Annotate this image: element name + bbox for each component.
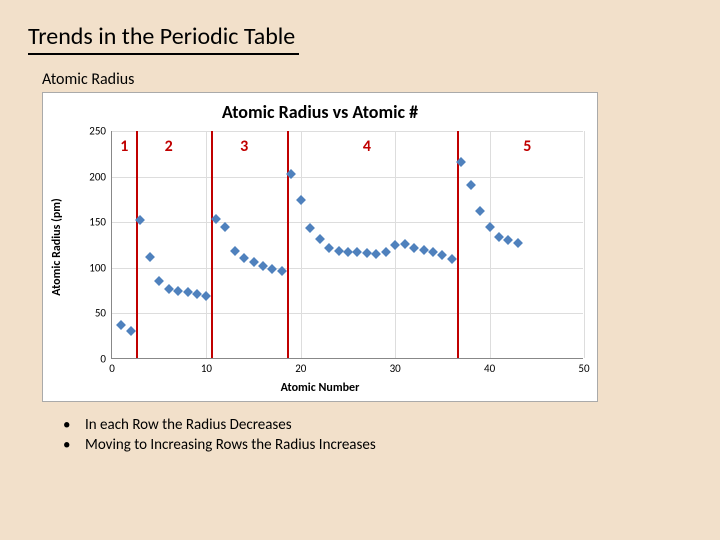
data-point	[305, 223, 315, 233]
y-tick-label: 100	[89, 261, 106, 274]
data-point	[154, 277, 164, 287]
data-point	[475, 206, 485, 216]
period-divider	[136, 131, 138, 358]
data-point	[220, 222, 230, 232]
period-divider	[287, 131, 289, 358]
data-point	[390, 240, 400, 250]
gridline-h	[112, 222, 583, 223]
data-point	[513, 238, 523, 248]
y-tick-label: 50	[95, 307, 106, 320]
period-label: 4	[363, 137, 371, 156]
period-label: 3	[240, 137, 248, 156]
data-point	[116, 320, 126, 330]
page-subtitle: Atomic Radius	[42, 70, 134, 89]
data-point	[485, 222, 495, 232]
x-axis-label: Atomic Number	[43, 381, 597, 395]
x-tick-label: 30	[390, 362, 401, 375]
data-point	[504, 235, 514, 245]
bullet-item: In each Row the Radius Decreases	[63, 416, 376, 434]
bullet-item: Moving to Increasing Rows the Radius Inc…	[63, 436, 376, 454]
y-tick-label: 0	[100, 353, 106, 366]
data-point	[447, 254, 457, 264]
gridline-h	[112, 131, 583, 132]
x-tick-label: 20	[295, 362, 306, 375]
data-point	[428, 247, 438, 257]
data-point	[419, 245, 429, 255]
plot-area: 0501001502002500102030405012345	[111, 131, 583, 359]
gridline-h	[112, 313, 583, 314]
data-point	[145, 252, 155, 262]
data-point	[192, 289, 202, 299]
gridline-v	[490, 131, 491, 358]
gridline-v	[584, 131, 585, 358]
period-label: 1	[120, 137, 128, 156]
bullet-list: In each Row the Radius Decreases Moving t…	[63, 414, 376, 456]
y-tick-label: 200	[89, 170, 106, 183]
y-tick-label: 150	[89, 216, 106, 229]
x-tick-label: 10	[201, 362, 212, 375]
data-point	[173, 286, 183, 296]
data-point	[164, 284, 174, 294]
gridline-v	[206, 131, 207, 358]
gridline-h	[112, 268, 583, 269]
page-title: Trends in the Periodic Table	[28, 22, 299, 55]
x-tick-label: 50	[578, 362, 589, 375]
x-tick-label: 40	[484, 362, 495, 375]
data-point	[466, 180, 476, 190]
gridline-v	[301, 131, 302, 358]
y-axis-label: Atomic Radius (pm)	[50, 198, 64, 296]
data-point	[126, 326, 136, 336]
y-tick-label: 250	[89, 125, 106, 138]
period-label: 5	[523, 137, 531, 156]
period-label: 2	[165, 137, 173, 156]
data-point	[268, 264, 278, 274]
data-point	[183, 287, 193, 297]
data-point	[324, 243, 334, 253]
data-point	[409, 243, 419, 253]
data-point	[296, 195, 306, 205]
data-point	[381, 247, 391, 257]
x-tick-label: 0	[109, 362, 115, 375]
data-point	[230, 246, 240, 256]
data-point	[201, 291, 211, 301]
data-point	[239, 253, 249, 263]
data-point	[371, 249, 381, 259]
chart-container: Atomic Radius vs Atomic # Atomic Radius …	[42, 92, 598, 402]
chart-title: Atomic Radius vs Atomic #	[43, 101, 597, 123]
data-point	[315, 234, 325, 244]
period-divider	[211, 131, 213, 358]
gridline-h	[112, 177, 583, 178]
